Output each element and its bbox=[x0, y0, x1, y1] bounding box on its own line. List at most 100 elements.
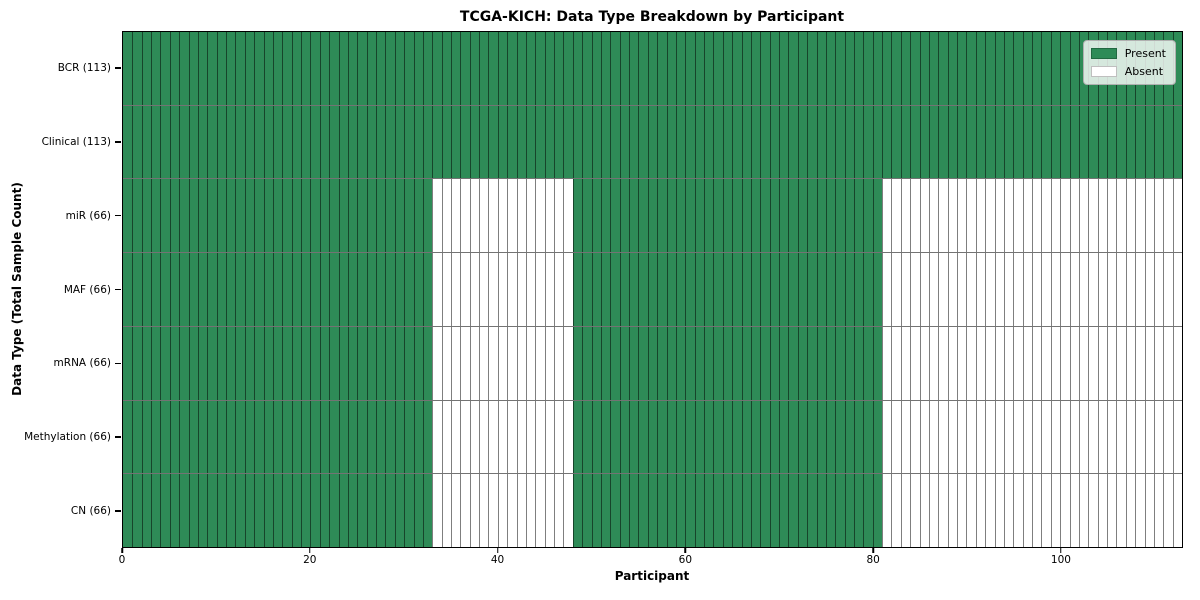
cell-present bbox=[938, 105, 948, 179]
cell-present bbox=[535, 32, 545, 105]
cell-present bbox=[1003, 32, 1014, 105]
cell-absent bbox=[563, 474, 573, 548]
cell-present bbox=[891, 32, 901, 105]
cell-present bbox=[413, 400, 423, 474]
cell-absent bbox=[1069, 179, 1079, 253]
cell-absent bbox=[928, 474, 939, 548]
cell-present bbox=[291, 326, 302, 400]
cell-present bbox=[694, 326, 705, 400]
cell-present bbox=[554, 105, 564, 179]
cell-present bbox=[291, 105, 302, 179]
cell-absent bbox=[1107, 179, 1117, 253]
legend: Present Absent bbox=[1082, 40, 1176, 85]
cell-present bbox=[329, 474, 339, 548]
cell-present bbox=[797, 253, 808, 326]
cell-present bbox=[132, 179, 142, 253]
cell-present bbox=[254, 400, 264, 474]
cell-present bbox=[572, 474, 583, 548]
cell-absent bbox=[460, 179, 470, 253]
cell-present bbox=[610, 253, 620, 326]
cell-absent bbox=[1116, 474, 1126, 548]
cell-absent bbox=[1116, 253, 1126, 326]
heatmap-row-MAF bbox=[123, 252, 1182, 326]
cell-absent bbox=[1163, 326, 1173, 400]
cell-absent bbox=[441, 400, 451, 474]
cell-absent bbox=[919, 326, 929, 400]
cell-absent bbox=[1013, 400, 1023, 474]
cell-present bbox=[329, 105, 339, 179]
cell-present bbox=[807, 326, 817, 400]
cell-absent bbox=[985, 253, 995, 326]
cell-present bbox=[610, 326, 620, 400]
cell-present bbox=[422, 474, 433, 548]
y-tick-label-MAF: MAF (66) bbox=[63, 283, 111, 296]
cell-absent bbox=[516, 326, 526, 400]
cell-present bbox=[151, 32, 161, 105]
cell-present bbox=[788, 179, 798, 253]
cell-present bbox=[853, 32, 864, 105]
cell-present bbox=[319, 32, 330, 105]
cell-absent bbox=[432, 253, 442, 326]
cell-present bbox=[853, 326, 864, 400]
cell-absent bbox=[882, 400, 892, 474]
cell-present bbox=[666, 179, 676, 253]
cell-present bbox=[816, 105, 826, 179]
cell-absent bbox=[985, 474, 995, 548]
cell-present bbox=[816, 400, 826, 474]
cell-absent bbox=[1003, 474, 1014, 548]
cell-present bbox=[329, 32, 339, 105]
cell-present bbox=[591, 32, 601, 105]
cell-present bbox=[863, 179, 873, 253]
cell-present bbox=[600, 253, 611, 326]
legend-label: Present bbox=[1124, 47, 1166, 60]
cell-present bbox=[282, 400, 292, 474]
cell-absent bbox=[1003, 326, 1014, 400]
cell-present bbox=[882, 105, 892, 179]
cell-present bbox=[666, 326, 676, 400]
y-tick-mark bbox=[115, 214, 121, 217]
cell-present bbox=[872, 105, 883, 179]
cell-present bbox=[610, 105, 620, 179]
cell-present bbox=[722, 32, 733, 105]
cell-present bbox=[141, 32, 152, 105]
cell-present bbox=[179, 179, 189, 253]
cell-absent bbox=[947, 179, 958, 253]
cell-present bbox=[422, 105, 433, 179]
cell-present bbox=[226, 105, 236, 179]
cell-present bbox=[404, 105, 414, 179]
cell-absent bbox=[1107, 253, 1117, 326]
cell-absent bbox=[507, 326, 517, 400]
cell-present bbox=[647, 105, 658, 179]
cell-absent bbox=[554, 179, 564, 253]
cell-present bbox=[788, 253, 798, 326]
cell-present bbox=[338, 253, 348, 326]
cell-absent bbox=[910, 253, 920, 326]
cell-absent bbox=[891, 253, 901, 326]
x-tick-label-40: 40 bbox=[490, 554, 505, 566]
cell-present bbox=[957, 32, 967, 105]
cell-absent bbox=[1172, 326, 1182, 400]
cell-present bbox=[357, 253, 367, 326]
cell-present bbox=[657, 179, 667, 253]
cell-absent bbox=[882, 326, 892, 400]
cell-absent bbox=[1163, 400, 1173, 474]
cell-present bbox=[460, 32, 470, 105]
cell-present bbox=[675, 253, 686, 326]
cell-present bbox=[216, 474, 227, 548]
cell-present bbox=[188, 32, 198, 105]
cell-absent bbox=[1050, 326, 1061, 400]
cell-present bbox=[657, 105, 667, 179]
cell-absent bbox=[525, 400, 536, 474]
cell-present bbox=[816, 179, 826, 253]
cell-absent bbox=[957, 326, 967, 400]
cell-present bbox=[741, 179, 751, 253]
cell-absent bbox=[1078, 400, 1089, 474]
cell-present bbox=[422, 253, 433, 326]
cell-present bbox=[132, 32, 142, 105]
cell-absent bbox=[1078, 253, 1089, 326]
cell-absent bbox=[432, 179, 442, 253]
cell-present bbox=[704, 32, 714, 105]
y-tick-mark bbox=[115, 362, 121, 365]
cell-present bbox=[282, 179, 292, 253]
cell-present bbox=[657, 32, 667, 105]
